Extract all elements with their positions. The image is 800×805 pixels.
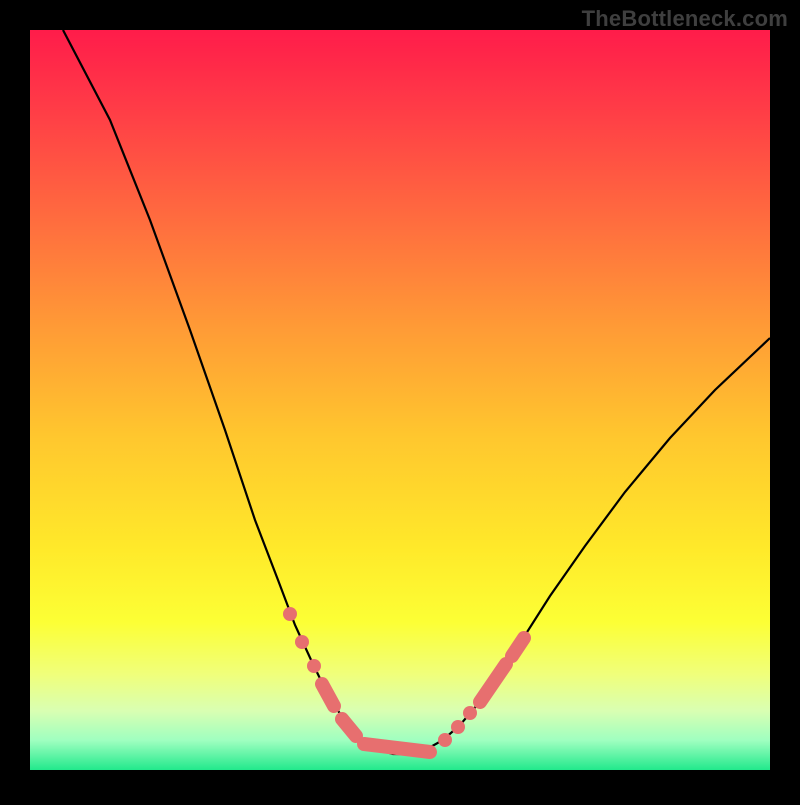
marker-dot xyxy=(438,733,452,747)
watermark-label: TheBottleneck.com xyxy=(582,6,788,32)
marker-pill xyxy=(512,638,524,656)
heat-gradient xyxy=(30,30,770,770)
marker-pill xyxy=(364,744,430,752)
plot-area xyxy=(30,30,770,770)
marker-dot xyxy=(295,635,309,649)
marker-dot xyxy=(307,659,321,673)
bottleneck-chart xyxy=(0,0,800,800)
marker-dot xyxy=(283,607,297,621)
chart-frame: TheBottleneck.com xyxy=(0,0,800,800)
marker-dot xyxy=(463,706,477,720)
marker-dot xyxy=(451,720,465,734)
